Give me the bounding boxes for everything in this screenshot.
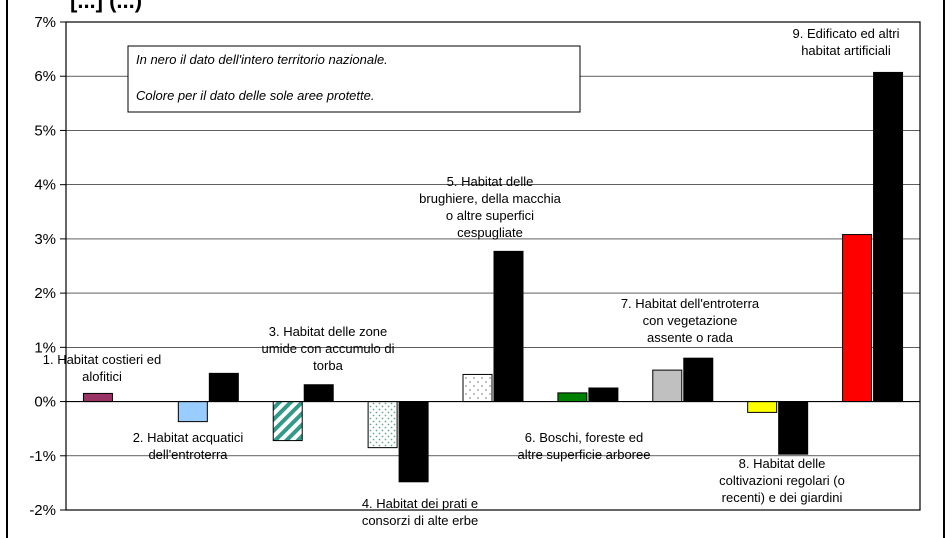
category-label-line: umide con accumulo di <box>262 341 395 356</box>
category-label-line: 1. Habitat costieri ed <box>43 352 162 367</box>
bar-protected <box>367 401 398 449</box>
gridlines <box>66 75 920 457</box>
bar-national <box>873 71 904 403</box>
category-label: 3. Habitat delle zone umide con accumulo … <box>262 324 395 373</box>
category-label-line: dell'entroterra <box>148 447 228 462</box>
category-label-line: 5. Habitat delle <box>447 174 534 189</box>
category-label: 2. Habitat acquatici dell'entroterra <box>133 430 244 462</box>
category-label: 4. Habitat dei prati e consorzi di alte e… <box>362 496 478 528</box>
category-label-line: 3. Habitat delle zone <box>269 324 388 339</box>
legend-note-box: In nero il dato dell'intero territorio n… <box>127 45 581 113</box>
category-label-line: alofitici <box>82 369 122 384</box>
category-label-line: coltivazioni regolari (o <box>719 473 845 488</box>
y-axis-ticks: -2% -1% 0% 1% 2% 3% 4% 5% 6% 7% <box>29 14 66 519</box>
y-tick-label: 1% <box>34 339 56 356</box>
category-label: 5. Habitat delle brughiere, della macchia… <box>419 174 561 240</box>
category-label: 9. Edificato ed altri habitat artificiali <box>793 26 900 58</box>
bars <box>82 71 904 483</box>
bar-protected <box>652 369 683 403</box>
category-label-line: con vegetazione <box>643 313 738 328</box>
category-label: 8. Habitat delle coltivazioni regolari (o… <box>719 456 845 505</box>
category-label-line: altre superficie arboree <box>518 447 651 462</box>
plot-frame <box>65 21 921 511</box>
category-label-line: brughiere, della macchia <box>419 191 561 206</box>
bar-national <box>778 401 809 455</box>
bar-protected <box>747 401 778 413</box>
bar-protected <box>462 373 493 403</box>
category-label-line: 2. Habitat acquatici <box>133 430 244 445</box>
bar-national <box>493 250 524 403</box>
bar-protected <box>557 392 588 403</box>
legend-note-2: Colore per il dato delle sole aree prote… <box>136 88 374 103</box>
y-tick-label: -1% <box>29 448 56 465</box>
category-label-line: torba <box>313 358 343 373</box>
bar-national <box>208 372 239 403</box>
bar-protected <box>272 401 303 442</box>
category-label-line: consorzi di alte erbe <box>362 513 478 528</box>
category-label-line: 4. Habitat dei prati e <box>362 496 478 511</box>
category-label-line: 6. Boschi, foreste ed <box>525 430 644 445</box>
category-label-line: 7. Habitat dell'entroterra <box>621 296 760 311</box>
legend-note-1: In nero il dato dell'intero territorio n… <box>136 52 388 67</box>
y-tick-label: 4% <box>34 177 56 194</box>
bar-protected <box>842 234 873 403</box>
category-label-line: assente o rada <box>647 330 734 345</box>
bar-protected <box>177 401 208 423</box>
bar-national <box>588 387 619 403</box>
category-label: 6. Boschi, foreste ed altre superficie ar… <box>518 430 651 462</box>
category-labels: 1. Habitat costieri ed alofitici 2. Habita… <box>43 26 900 528</box>
y-tick-label: 7% <box>34 14 56 31</box>
y-tick-label: 6% <box>34 68 56 85</box>
category-label-line: habitat artificiali <box>801 43 891 58</box>
bar-national <box>683 357 714 403</box>
y-tick-label: 3% <box>34 231 56 248</box>
y-tick-label: 5% <box>34 122 56 139</box>
category-label-line: 8. Habitat delle <box>739 456 826 471</box>
y-tick-label: -2% <box>29 502 56 519</box>
chart-title: [...] (...) <box>70 0 142 13</box>
bar-national <box>303 384 334 403</box>
category-label: 7. Habitat dell'entroterra con vegetazion… <box>621 296 760 345</box>
category-label: 1. Habitat costieri ed alofitici <box>43 352 162 384</box>
y-tick-label: 0% <box>34 394 56 411</box>
category-label-line: o altre superfici <box>446 208 534 223</box>
bar-national <box>398 401 429 483</box>
category-label-line: 9. Edificato ed altri <box>793 26 900 41</box>
bar-protected <box>82 392 113 403</box>
y-tick-label: 2% <box>34 285 56 302</box>
category-label-line: cespugliate <box>457 225 523 240</box>
category-label-line: recenti) e dei giardini <box>722 490 843 505</box>
